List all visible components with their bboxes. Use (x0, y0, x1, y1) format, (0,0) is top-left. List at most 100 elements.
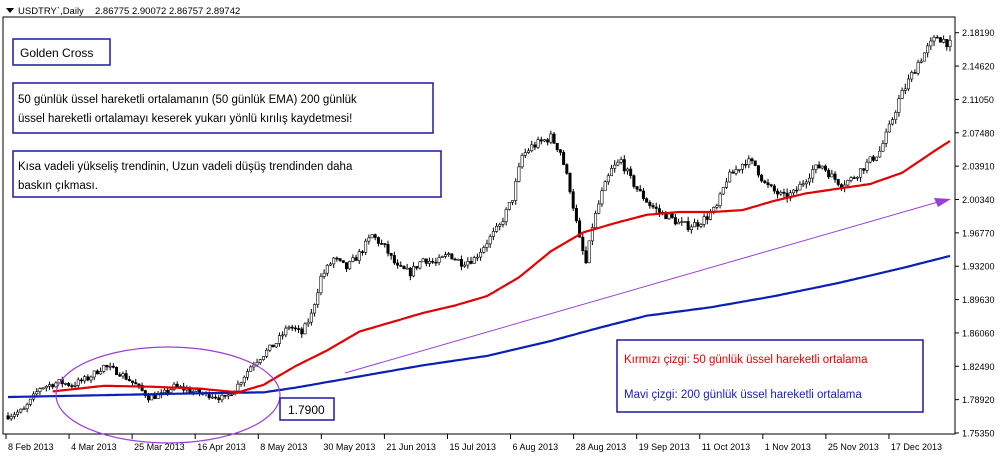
candle-body (95, 370, 99, 375)
candle-body (38, 388, 42, 392)
candle-body (428, 261, 432, 264)
candle-body (616, 161, 620, 166)
candle-body (511, 200, 515, 203)
candle-body (731, 171, 735, 174)
x-tick-label: 28 Aug 2013 (576, 442, 627, 452)
candle-body (443, 254, 447, 257)
candle-body (683, 221, 687, 223)
candle-body (399, 264, 403, 267)
candle-body (380, 243, 384, 245)
candle-body (807, 177, 811, 183)
candle-body (728, 171, 732, 183)
candle-body (546, 139, 550, 143)
y-tick-label: 2.07480 (962, 128, 995, 138)
legend-ema50: Kırmızı çizgi: 50 günlük üssel hareketli… (624, 354, 868, 366)
candle-body (696, 222, 700, 227)
candle-body (894, 112, 898, 120)
candle-body (357, 251, 361, 261)
candle-body (383, 243, 387, 245)
candle-body (67, 383, 71, 386)
candle-body (297, 328, 301, 330)
candle-body (766, 182, 770, 185)
note2-line2: baskın çıkması. (18, 180, 98, 192)
candle-body (466, 261, 470, 266)
y-tick-label: 2.18190 (962, 28, 995, 38)
candle-body (48, 384, 52, 387)
candle-body (600, 190, 604, 205)
candle-body (578, 220, 582, 238)
legend-box-frame (616, 339, 924, 413)
candle-body (772, 185, 776, 192)
cross-price-box-frame (279, 397, 335, 421)
note1-box: 50 günlük üssel hareketli ortalamanın (5… (12, 82, 434, 134)
candle-body (421, 258, 425, 263)
candle-body (769, 184, 773, 187)
candle-body (124, 373, 128, 380)
x-tick-label: 21 Jun 2013 (386, 442, 436, 452)
candle-body (798, 183, 802, 191)
candle-body (715, 205, 719, 208)
candle-body (115, 367, 119, 376)
note2-box-frame (12, 150, 442, 198)
candle-body (926, 45, 930, 54)
candle-body (396, 262, 400, 266)
candle-body (891, 119, 895, 125)
candle-body (73, 385, 77, 387)
candle-body (44, 385, 48, 389)
y-tick-label: 1.93200 (962, 262, 995, 272)
candle-body (817, 164, 821, 169)
candle-body (498, 224, 502, 227)
candle-body (760, 174, 764, 182)
candle-body (836, 179, 840, 185)
ema200-line (8, 254, 951, 399)
candle-body (19, 408, 23, 413)
candle-body (405, 267, 409, 270)
candle-body (625, 168, 629, 172)
candle-body (303, 323, 307, 335)
annotation-title: Golden Cross (20, 46, 93, 60)
note1-line2: üssel hareketli ortalamayı keserek yukar… (18, 113, 352, 125)
candle-body (370, 234, 374, 239)
x-tick-label: 25 Nov 2013 (828, 442, 879, 452)
x-axis: 8 Feb 2013 4 Mar 2013 25 Mar 2013 16 Apr 20… (5, 434, 942, 452)
y-tick-label: 1.75350 (962, 429, 995, 439)
candle-body (932, 36, 936, 42)
y-tick-label: 1.96770 (962, 228, 995, 238)
candle-body (846, 180, 850, 186)
dropdown-triangle-icon[interactable] (6, 8, 14, 13)
candle-body (830, 173, 834, 178)
candle-body (501, 221, 505, 225)
legend-ema200: Mavi çizgi: 200 günlük üssel hareketli o… (624, 389, 862, 401)
candle-body (12, 414, 16, 417)
candle-body (459, 258, 463, 267)
candle-body (217, 397, 221, 401)
note1-line1: 50 günlük üssel hareketli ortalamanın (5… (18, 94, 357, 106)
candle-body (313, 304, 317, 314)
candle-body (479, 251, 483, 258)
candle-body (392, 255, 396, 264)
candle-body (290, 326, 294, 329)
candle-body (859, 168, 863, 178)
candle-body (415, 266, 419, 269)
x-tick-label: 30 May 2013 (323, 442, 375, 452)
candle-body (386, 244, 390, 254)
candle-body (750, 158, 754, 162)
candle-body (823, 165, 827, 171)
candle-body (929, 40, 933, 47)
candle-body (99, 371, 103, 375)
candle-body (740, 163, 744, 170)
candle-body (287, 326, 291, 329)
candle-body (657, 208, 661, 213)
cross-price-label: 1.7900 (288, 403, 325, 417)
candle-body (852, 177, 856, 179)
candle-body (648, 202, 652, 206)
candle-body (887, 123, 891, 133)
candle-body (641, 190, 645, 199)
candle-body (942, 39, 946, 43)
candle-body (453, 258, 457, 261)
candle-body (360, 251, 364, 253)
candle-body (868, 156, 872, 163)
candle-body (584, 250, 588, 264)
candle-body (89, 376, 93, 381)
legend-box: Kırmızı çizgi: 50 günlük üssel hareketli… (616, 339, 924, 413)
